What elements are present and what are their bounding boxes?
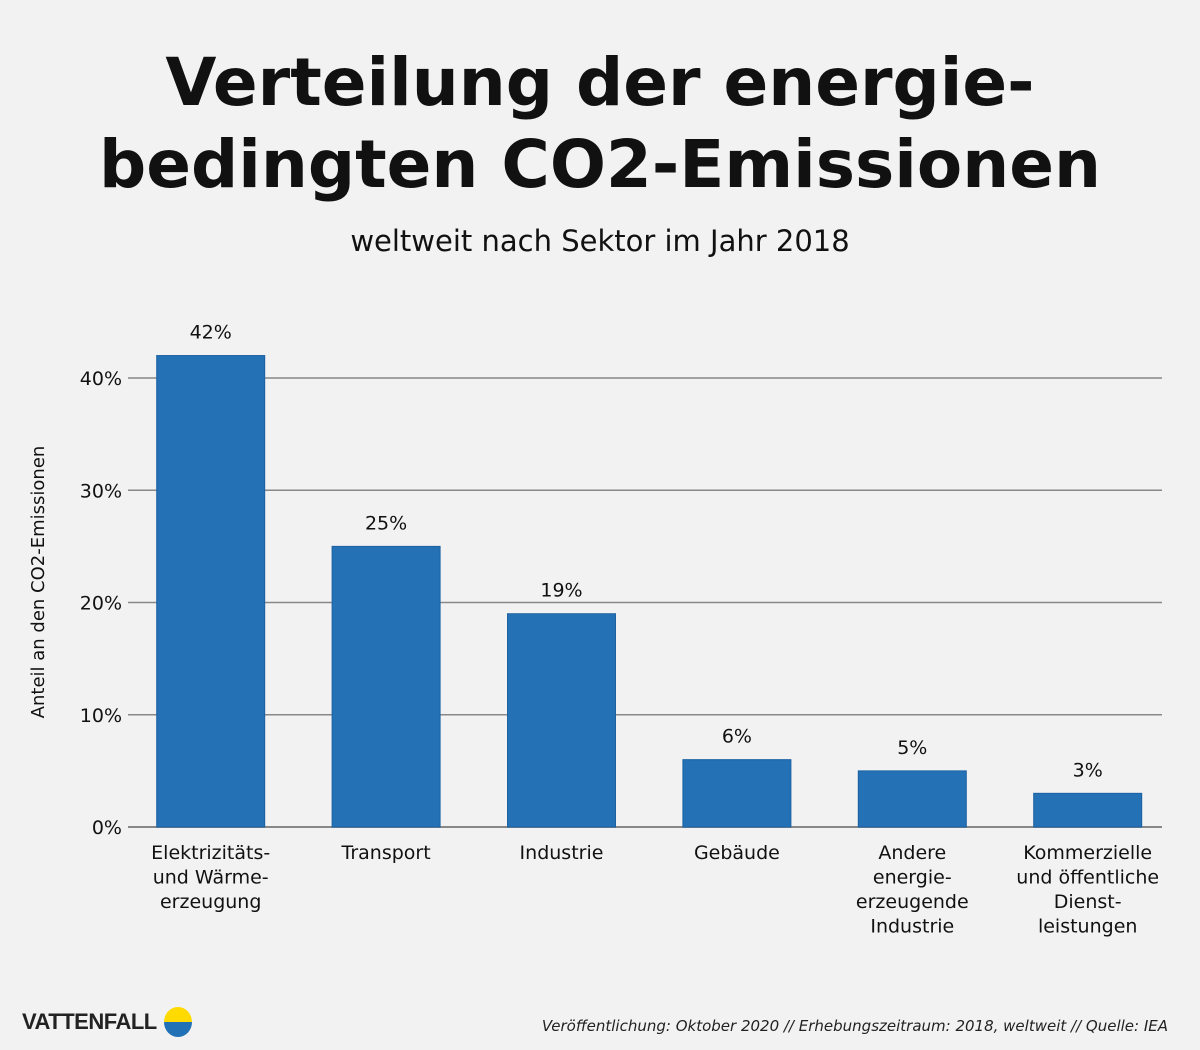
data-label: 3% xyxy=(1073,759,1103,781)
title-line-2: bedingten CO2-Emissionen xyxy=(99,126,1101,203)
brand-name: VATTENFALL xyxy=(22,1009,157,1034)
data-label: 19% xyxy=(540,580,582,602)
x-tick-label: energie- xyxy=(873,867,952,889)
vattenfall-logo-icon xyxy=(163,1007,192,1037)
x-tick-label: erzeugende xyxy=(856,891,969,913)
bar xyxy=(682,759,792,828)
data-label: 42% xyxy=(190,322,232,344)
data-label: 5% xyxy=(897,737,927,759)
bar xyxy=(1033,792,1143,828)
y-tick-label: 20% xyxy=(80,593,122,615)
bar xyxy=(507,613,616,828)
bar xyxy=(331,545,441,828)
y-axis-label: Anteil an den CO2-Emissionen xyxy=(28,446,49,719)
data-label: 25% xyxy=(365,512,407,534)
y-tick-label: 30% xyxy=(80,480,122,502)
x-tick-label: erzeugung xyxy=(160,891,261,913)
x-tick-label: und öffentliche xyxy=(1016,867,1159,889)
x-tick-label: und Wärme- xyxy=(153,867,269,889)
source-note: Veröffentlichung: Oktober 2020 // Erhebu… xyxy=(541,1017,1168,1035)
x-tick-label: Industrie xyxy=(520,842,604,864)
chart-title: Verteilung der energie- bedingten CO2-Em… xyxy=(0,42,1200,206)
title-line-1: Verteilung der energie- xyxy=(165,44,1035,121)
x-tick-label: Dienst- xyxy=(1054,891,1122,913)
x-tick-label: Industrie xyxy=(870,916,954,938)
y-tick-label: 0% xyxy=(92,817,122,839)
y-tick-label: 40% xyxy=(80,368,122,390)
x-tick-label: leistungen xyxy=(1038,916,1137,938)
chart-subtitle: weltweit nach Sektor im Jahr 2018 xyxy=(350,224,850,258)
x-tick-label: Gebäude xyxy=(694,842,780,864)
x-tick-label: Elektrizitäts- xyxy=(151,842,270,864)
x-tick-label: Kommerzielle xyxy=(1023,842,1152,864)
y-tick-label: 10% xyxy=(80,705,122,727)
x-tick-label: Andere xyxy=(878,842,946,864)
data-label: 6% xyxy=(722,726,752,748)
bar xyxy=(156,355,266,828)
bar xyxy=(857,770,967,828)
vattenfall-logo: VATTENFALL xyxy=(22,1006,193,1038)
x-tick-label: Transport xyxy=(341,842,431,864)
